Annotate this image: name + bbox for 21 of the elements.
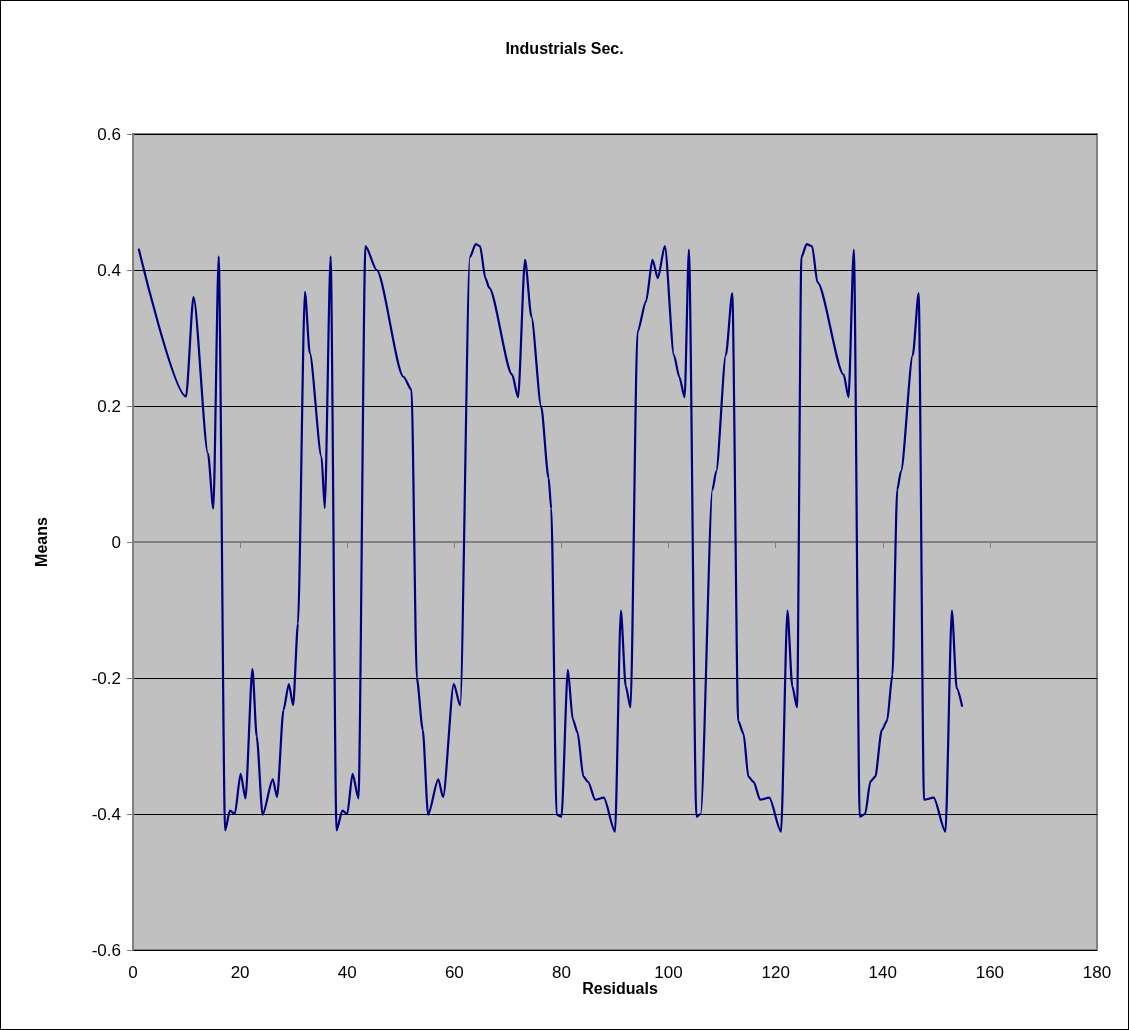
x-tick-label: 40 [337, 963, 357, 982]
chart-title: Industrials Sec. [505, 39, 624, 57]
y-tick-label: 0 [111, 532, 121, 552]
y-tick-label: 0.4 [97, 260, 121, 280]
x-tick-label: 0 [128, 963, 138, 982]
y-axis-title: Means [32, 517, 50, 567]
x-tick-label: 20 [230, 963, 250, 982]
x-tick-label: 140 [868, 963, 897, 982]
x-tick-label: 180 [1082, 963, 1112, 982]
y-tick-label: -0.4 [91, 804, 121, 824]
x-tick-label: 160 [975, 963, 1005, 982]
x-tick-label: 100 [654, 963, 683, 982]
x-axis-title: Residuals [582, 979, 658, 997]
x-tick-label: 120 [761, 963, 790, 982]
x-tick-label: 60 [444, 963, 464, 982]
y-tick-label: -0.2 [91, 668, 121, 688]
line-series [137, 243, 964, 833]
x-tick-label: 80 [551, 963, 571, 982]
y-tick-label: 0.2 [97, 396, 121, 416]
y-tick-label: 0.6 [97, 124, 121, 144]
y-tick-label: -0.6 [91, 940, 121, 960]
